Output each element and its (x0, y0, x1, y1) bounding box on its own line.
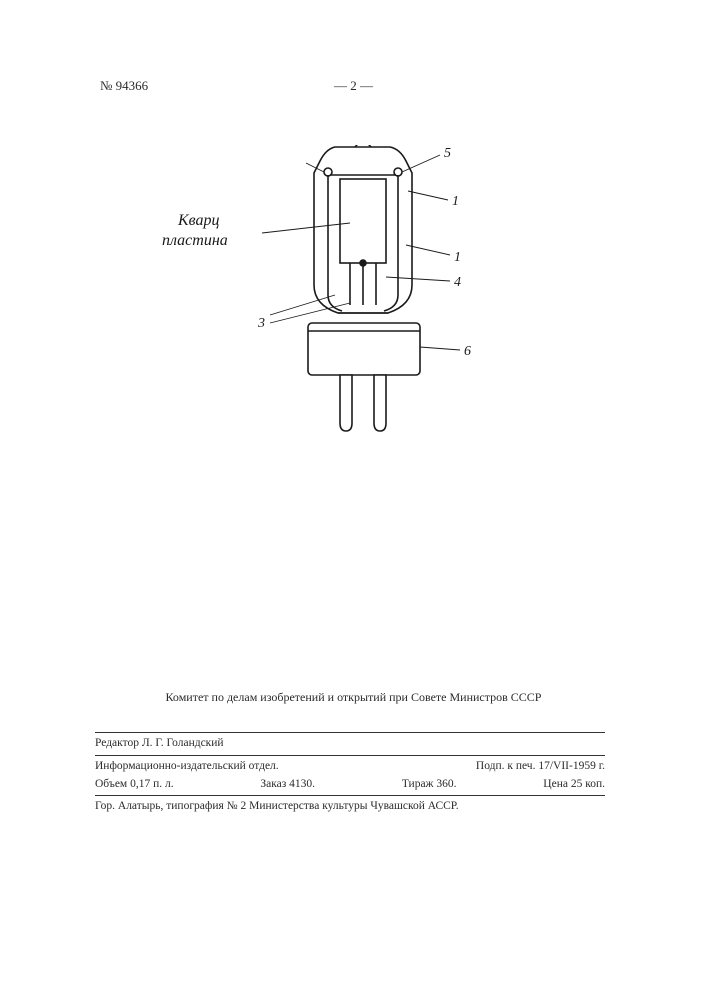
figure: 5 1 1 4 3 6 Кварц пластина (150, 145, 530, 465)
vol-mid2: Тираж 360. (402, 776, 457, 794)
callout-5: 5 (444, 146, 451, 161)
imprint-block: Редактор Л. Г. Голандский Информационно-… (95, 730, 605, 816)
callout-1b: 1 (454, 250, 461, 265)
divider (95, 732, 605, 733)
figure-label-line1: Кварц (177, 212, 219, 229)
printer-line: Гор. Алатырь, типография № 2 Министерств… (95, 798, 605, 816)
dept-left: Информационно-издательский отдел. (95, 758, 279, 776)
divider (95, 795, 605, 796)
vol-mid: Заказ 4130. (260, 776, 315, 794)
editor-line: Редактор Л. Г. Голандский (95, 735, 605, 753)
vol-left: Объем 0,17 п. л. (95, 776, 174, 794)
volume-row: Объем 0,17 п. л. Заказ 4130. Тираж 360. … (95, 776, 605, 794)
page-marker: — 2 — (0, 78, 707, 94)
committee-line: Комитет по делам изобретений и открытий … (0, 690, 707, 705)
callout-3: 3 (257, 316, 265, 331)
vol-right: Цена 25 коп. (543, 776, 605, 794)
callout-6: 6 (464, 344, 471, 359)
device-diagram: 5 1 1 4 3 6 Кварц пластина (150, 145, 530, 465)
callout-1a: 1 (452, 194, 459, 209)
dept-right: Подп. к печ. 17/VII-1959 г. (476, 758, 605, 776)
callout-4: 4 (454, 275, 461, 290)
divider (95, 755, 605, 756)
dept-row: Информационно-издательский отдел. Подп. … (95, 758, 605, 776)
figure-label-line2: пластина (162, 232, 228, 249)
page: № 94366 — 2 — (0, 0, 707, 1000)
